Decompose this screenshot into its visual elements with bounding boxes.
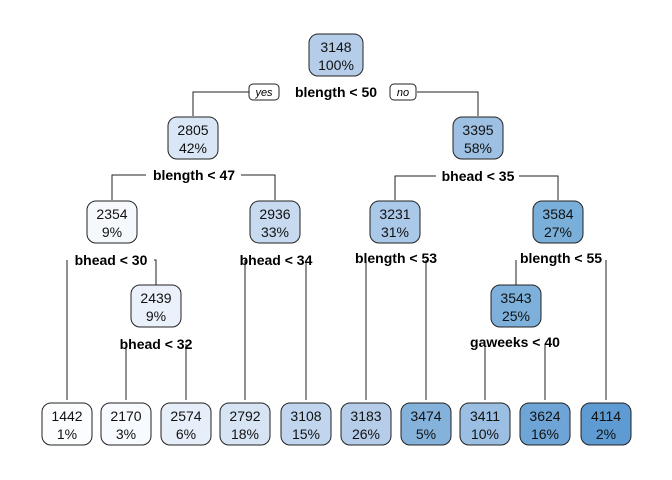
leaf-node: 3624 16% bbox=[519, 402, 571, 446]
yes-label: yes bbox=[254, 87, 273, 99]
node-percent: 26% bbox=[352, 426, 380, 442]
tree-node: 3148 100% bbox=[308, 33, 364, 77]
node-value: 3474 bbox=[410, 408, 441, 424]
node-percent: 33% bbox=[261, 224, 289, 240]
leaf-node: 2574 6% bbox=[160, 402, 212, 446]
node-percent: 58% bbox=[464, 140, 492, 156]
split-label: blength < 55 bbox=[520, 250, 602, 266]
leaf-node: 1442 1% bbox=[41, 402, 93, 446]
node-percent: 42% bbox=[179, 140, 207, 156]
tree-node: 3231 31% bbox=[369, 200, 421, 244]
tree-node: 3584 27% bbox=[532, 200, 584, 244]
node-value: 2170 bbox=[110, 408, 141, 424]
node-percent: 5% bbox=[416, 426, 436, 442]
edge bbox=[394, 175, 436, 200]
node-value: 3624 bbox=[529, 408, 560, 424]
leaf-node: 3411 10% bbox=[459, 402, 511, 446]
node-value: 2792 bbox=[229, 408, 260, 424]
node-percent: 31% bbox=[381, 224, 409, 240]
node-value: 3584 bbox=[542, 206, 573, 222]
split-label: blength < 47 bbox=[153, 167, 235, 183]
node-value: 2439 bbox=[140, 290, 171, 306]
node-value: 2354 bbox=[96, 206, 127, 222]
node-percent: 18% bbox=[231, 426, 259, 442]
leaf-node: 2792 18% bbox=[219, 402, 271, 446]
node-percent: 100% bbox=[318, 57, 354, 73]
edge bbox=[192, 91, 250, 116]
edge bbox=[111, 174, 146, 200]
split-label: bhead < 30 bbox=[75, 252, 148, 268]
split-label: bhead < 34 bbox=[240, 252, 313, 268]
tree-node: 2354 9% bbox=[86, 200, 138, 244]
split-label: bhead < 35 bbox=[442, 168, 515, 184]
no-pill: no bbox=[389, 83, 417, 101]
tree-edges bbox=[66, 91, 607, 400]
yes-pill: yes bbox=[248, 83, 280, 101]
node-value: 3183 bbox=[350, 408, 381, 424]
leaf-node: 3474 5% bbox=[400, 402, 452, 446]
edge bbox=[241, 174, 276, 200]
node-percent: 25% bbox=[502, 308, 530, 324]
node-value: 2805 bbox=[177, 122, 208, 138]
tree-node: 2936 33% bbox=[249, 200, 301, 244]
split-label: gaweeks < 40 bbox=[470, 334, 560, 350]
node-percent: 3% bbox=[116, 426, 136, 442]
edge bbox=[417, 91, 479, 116]
tree-node: 2439 9% bbox=[130, 284, 182, 328]
node-percent: 15% bbox=[292, 426, 320, 442]
edge bbox=[519, 175, 559, 200]
leaf-node: 3183 26% bbox=[340, 402, 392, 446]
node-value: 1442 bbox=[51, 408, 82, 424]
node-value: 4114 bbox=[591, 408, 621, 424]
node-percent: 2% bbox=[596, 426, 616, 442]
node-value: 3543 bbox=[500, 290, 531, 306]
tree-node: 3543 25% bbox=[490, 284, 542, 328]
node-percent: 1% bbox=[57, 426, 77, 442]
node-percent: 9% bbox=[146, 308, 166, 324]
edge bbox=[154, 259, 157, 285]
tree-node: 2805 42% bbox=[167, 116, 219, 160]
split-label: blength < 50 bbox=[295, 84, 377, 100]
node-percent: 16% bbox=[531, 426, 559, 442]
leaf-node: 2170 3% bbox=[100, 402, 152, 446]
no-label: no bbox=[397, 87, 409, 99]
split-label: blength < 53 bbox=[355, 250, 437, 266]
node-value: 3148 bbox=[320, 39, 351, 55]
tree-node: 3395 58% bbox=[452, 116, 504, 160]
leaf-node: 4114 2% bbox=[580, 402, 632, 446]
node-value: 3395 bbox=[462, 122, 493, 138]
node-value: 3231 bbox=[379, 206, 410, 222]
node-percent: 10% bbox=[471, 426, 499, 442]
leaf-node: 3108 15% bbox=[280, 402, 332, 446]
node-value: 3108 bbox=[290, 408, 321, 424]
node-value: 2574 bbox=[170, 408, 201, 424]
node-value: 2936 bbox=[259, 206, 290, 222]
split-labels: blength < 50 blength < 47 bhead < 35 bhe… bbox=[75, 84, 603, 352]
node-percent: 27% bbox=[544, 224, 572, 240]
split-label: bhead < 32 bbox=[120, 336, 193, 352]
node-percent: 9% bbox=[102, 224, 122, 240]
node-value: 3411 bbox=[470, 408, 500, 424]
node-percent: 6% bbox=[176, 426, 196, 442]
